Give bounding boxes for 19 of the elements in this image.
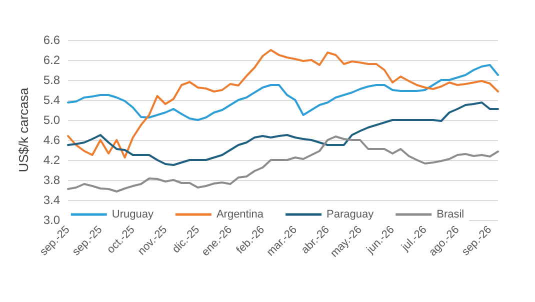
- line-series: [67, 49, 499, 158]
- legend-label: Uruguay: [112, 208, 154, 220]
- line-series: [67, 102, 499, 166]
- legend-label: Argentina: [216, 208, 264, 220]
- y-axis-title: US$/k carcasa: [16, 86, 31, 172]
- y-tick-label: 6.6: [43, 33, 60, 47]
- y-tick-label: 3.0: [43, 213, 60, 227]
- y-tick-label: 4.6: [43, 133, 60, 147]
- y-tick-label: 5.8: [43, 73, 60, 87]
- legend-label: Paraguay: [326, 208, 374, 220]
- y-tick-label: 4.2: [43, 153, 60, 167]
- y-tick-label: 3.4: [43, 193, 60, 207]
- y-tick-label: 3.8: [43, 173, 60, 187]
- y-tick-label: 5.0: [43, 113, 60, 127]
- line-series: [67, 136, 499, 192]
- y-tick-label: 6.2: [43, 53, 60, 67]
- y-tick-label: 5.4: [43, 93, 60, 107]
- line-series: [67, 64, 499, 121]
- legend-label: Brasil: [436, 208, 464, 220]
